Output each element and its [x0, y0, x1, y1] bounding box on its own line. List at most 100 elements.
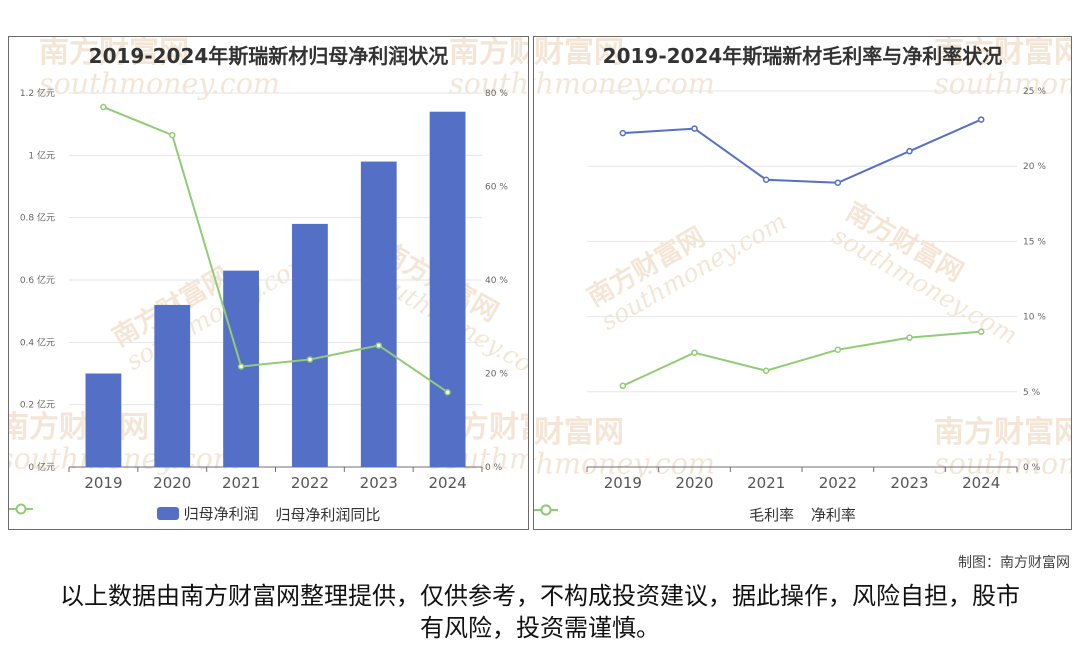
bar — [85, 373, 122, 467]
legend-bar-swatch — [156, 507, 179, 520]
x-axis-tick-label: 2019 — [84, 474, 122, 492]
watermark-cn-text: 南方财富网 — [534, 37, 624, 70]
watermark-en-text: southmoney.com — [934, 68, 1072, 101]
net-profit-chart: 南方财富网southmoney.com南方财富网southmoney.com南方… — [9, 37, 529, 492]
x-axis-tick-label: 2021 — [222, 474, 260, 492]
left-axis-tick-label: 0 亿元 — [28, 461, 55, 473]
margin-chart: 南方财富网southmoney.com南方财富网southmoney.com南方… — [534, 37, 1072, 492]
chart-title: 2019-2024年斯瑞新材毛利率与净利率状况 — [602, 44, 1003, 68]
x-axis-tick-label: 2022 — [819, 474, 857, 492]
x-axis-tick-label: 2022 — [291, 474, 329, 492]
watermark-en-text: southmoney.com — [534, 448, 715, 481]
yoy-growth-point — [237, 363, 245, 370]
x-axis-tick-label: 2020 — [675, 474, 713, 492]
right-axis-tick-label: 5 % — [1023, 388, 1041, 398]
gross-margin-point — [619, 129, 627, 137]
watermark-cn-text: 南方财富网 — [449, 37, 529, 70]
right-axis-tick-label: 0 % — [1023, 463, 1041, 473]
gross-margin-point — [834, 179, 842, 186]
left-axis-tick-label: 1.2 亿元 — [20, 87, 55, 99]
net-margin-point — [619, 382, 627, 390]
bar — [360, 161, 397, 468]
legend-item-net-margin[interactable]: 净利率 — [534, 504, 856, 525]
left-axis-tick-label: 0.4 亿元 — [20, 336, 55, 348]
x-axis-tick-label: 2023 — [890, 474, 928, 492]
right-axis-tick-label: 80 % — [485, 89, 508, 99]
watermark-en-text: southmoney.com — [534, 68, 715, 101]
net-profit-chart-panel: 南方财富网southmoney.com南方财富网southmoney.com南方… — [8, 36, 529, 530]
disclaimer-text: 以上数据由南方财富网整理提供，仅供参考，不构成投资建议，据此操作，风险自担，股市… — [60, 582, 1020, 642]
watermark-en-text: southmoney.com — [449, 68, 529, 101]
x-axis-tick-label: 2024 — [962, 474, 1000, 492]
x-axis-tick-label: 2019 — [604, 474, 642, 492]
net-margin-point — [834, 346, 842, 353]
yoy-growth-point — [444, 388, 451, 396]
watermark-cn-text: 南方财富网 — [934, 415, 1072, 450]
x-axis-tick-label: 2020 — [153, 474, 191, 492]
x-axis-tick-label: 2023 — [360, 474, 398, 492]
chart-title: 2019-2024年斯瑞新材归母净利润状况 — [88, 44, 449, 68]
right-axis-tick-label: 60 % — [485, 183, 508, 193]
right-axis-tick-label: 20 % — [485, 370, 508, 380]
yoy-growth-point — [306, 356, 314, 363]
left-axis-tick-label: 0.8 亿元 — [20, 212, 55, 224]
watermark-cn-text: 南方财富网 — [39, 37, 189, 70]
legend-line-swatch — [534, 504, 558, 516]
legend-item-gross-margin[interactable]: 毛利率 — [534, 504, 795, 525]
net-margin-point — [762, 367, 770, 374]
watermark-en-text: southmoney.com — [934, 448, 1072, 481]
watermark-cn-text: 南方财富网 — [934, 37, 1072, 70]
gross-margin-line — [622, 118, 982, 184]
right-axis-tick-label: 15 % — [1023, 237, 1046, 247]
yoy-growth-point — [169, 131, 176, 139]
net-margin-point — [691, 349, 698, 356]
legend-label: 归母净利润同比 — [275, 506, 381, 524]
gross-margin-point — [762, 176, 770, 183]
right-axis-tick-label: 10 % — [1023, 313, 1046, 323]
yoy-growth-point — [375, 342, 382, 349]
watermark-cn-text: 南方财富网 — [9, 410, 149, 445]
legend-item-line[interactable]: 归母净利润同比 — [9, 503, 381, 525]
chart-credit: 制图：南方财富网 — [958, 555, 1070, 571]
chart-legend: 毛利率 净利率 — [534, 504, 1071, 525]
x-axis-tick-label: 2024 — [428, 474, 466, 492]
watermark-en-text: southmoney.com — [9, 443, 240, 476]
bar — [292, 223, 328, 467]
left-axis-tick-label: 1 亿元 — [28, 149, 55, 161]
yoy-growth-point — [100, 103, 107, 111]
yoy-growth-line — [103, 106, 449, 394]
legend-item-bar[interactable]: 归母净利润 — [156, 503, 259, 524]
gross-margin-point — [906, 147, 913, 155]
legend-line-swatch — [9, 503, 33, 515]
margin-chart-panel: 南方财富网southmoney.com南方财富网southmoney.com南方… — [533, 36, 1072, 530]
gross-margin-point — [691, 125, 698, 132]
left-axis-tick-label: 0.2 亿元 — [20, 399, 55, 411]
chart-legend: 归母净利润 归母净利润同比 — [9, 503, 528, 525]
watermark-en-text: southmoney.com — [39, 68, 280, 101]
bar — [154, 304, 191, 467]
legend-label: 归母净利润 — [183, 505, 259, 523]
net-margin-point — [977, 328, 985, 335]
watermark-cn-text: 南方财富网 — [534, 415, 624, 450]
right-axis-tick-label: 25 % — [1023, 87, 1046, 97]
legend-label: 毛利率 — [749, 506, 795, 524]
left-axis-tick-label: 0.6 亿元 — [20, 274, 55, 286]
gross-margin-point — [977, 116, 985, 123]
right-axis-tick-label: 40 % — [485, 276, 508, 286]
right-axis-tick-label: 0 % — [485, 463, 503, 473]
bar — [429, 111, 466, 467]
legend-label: 净利率 — [810, 506, 856, 524]
net-margin-line — [622, 330, 982, 387]
x-axis-tick-label: 2021 — [747, 474, 785, 492]
net-margin-point — [906, 334, 913, 341]
